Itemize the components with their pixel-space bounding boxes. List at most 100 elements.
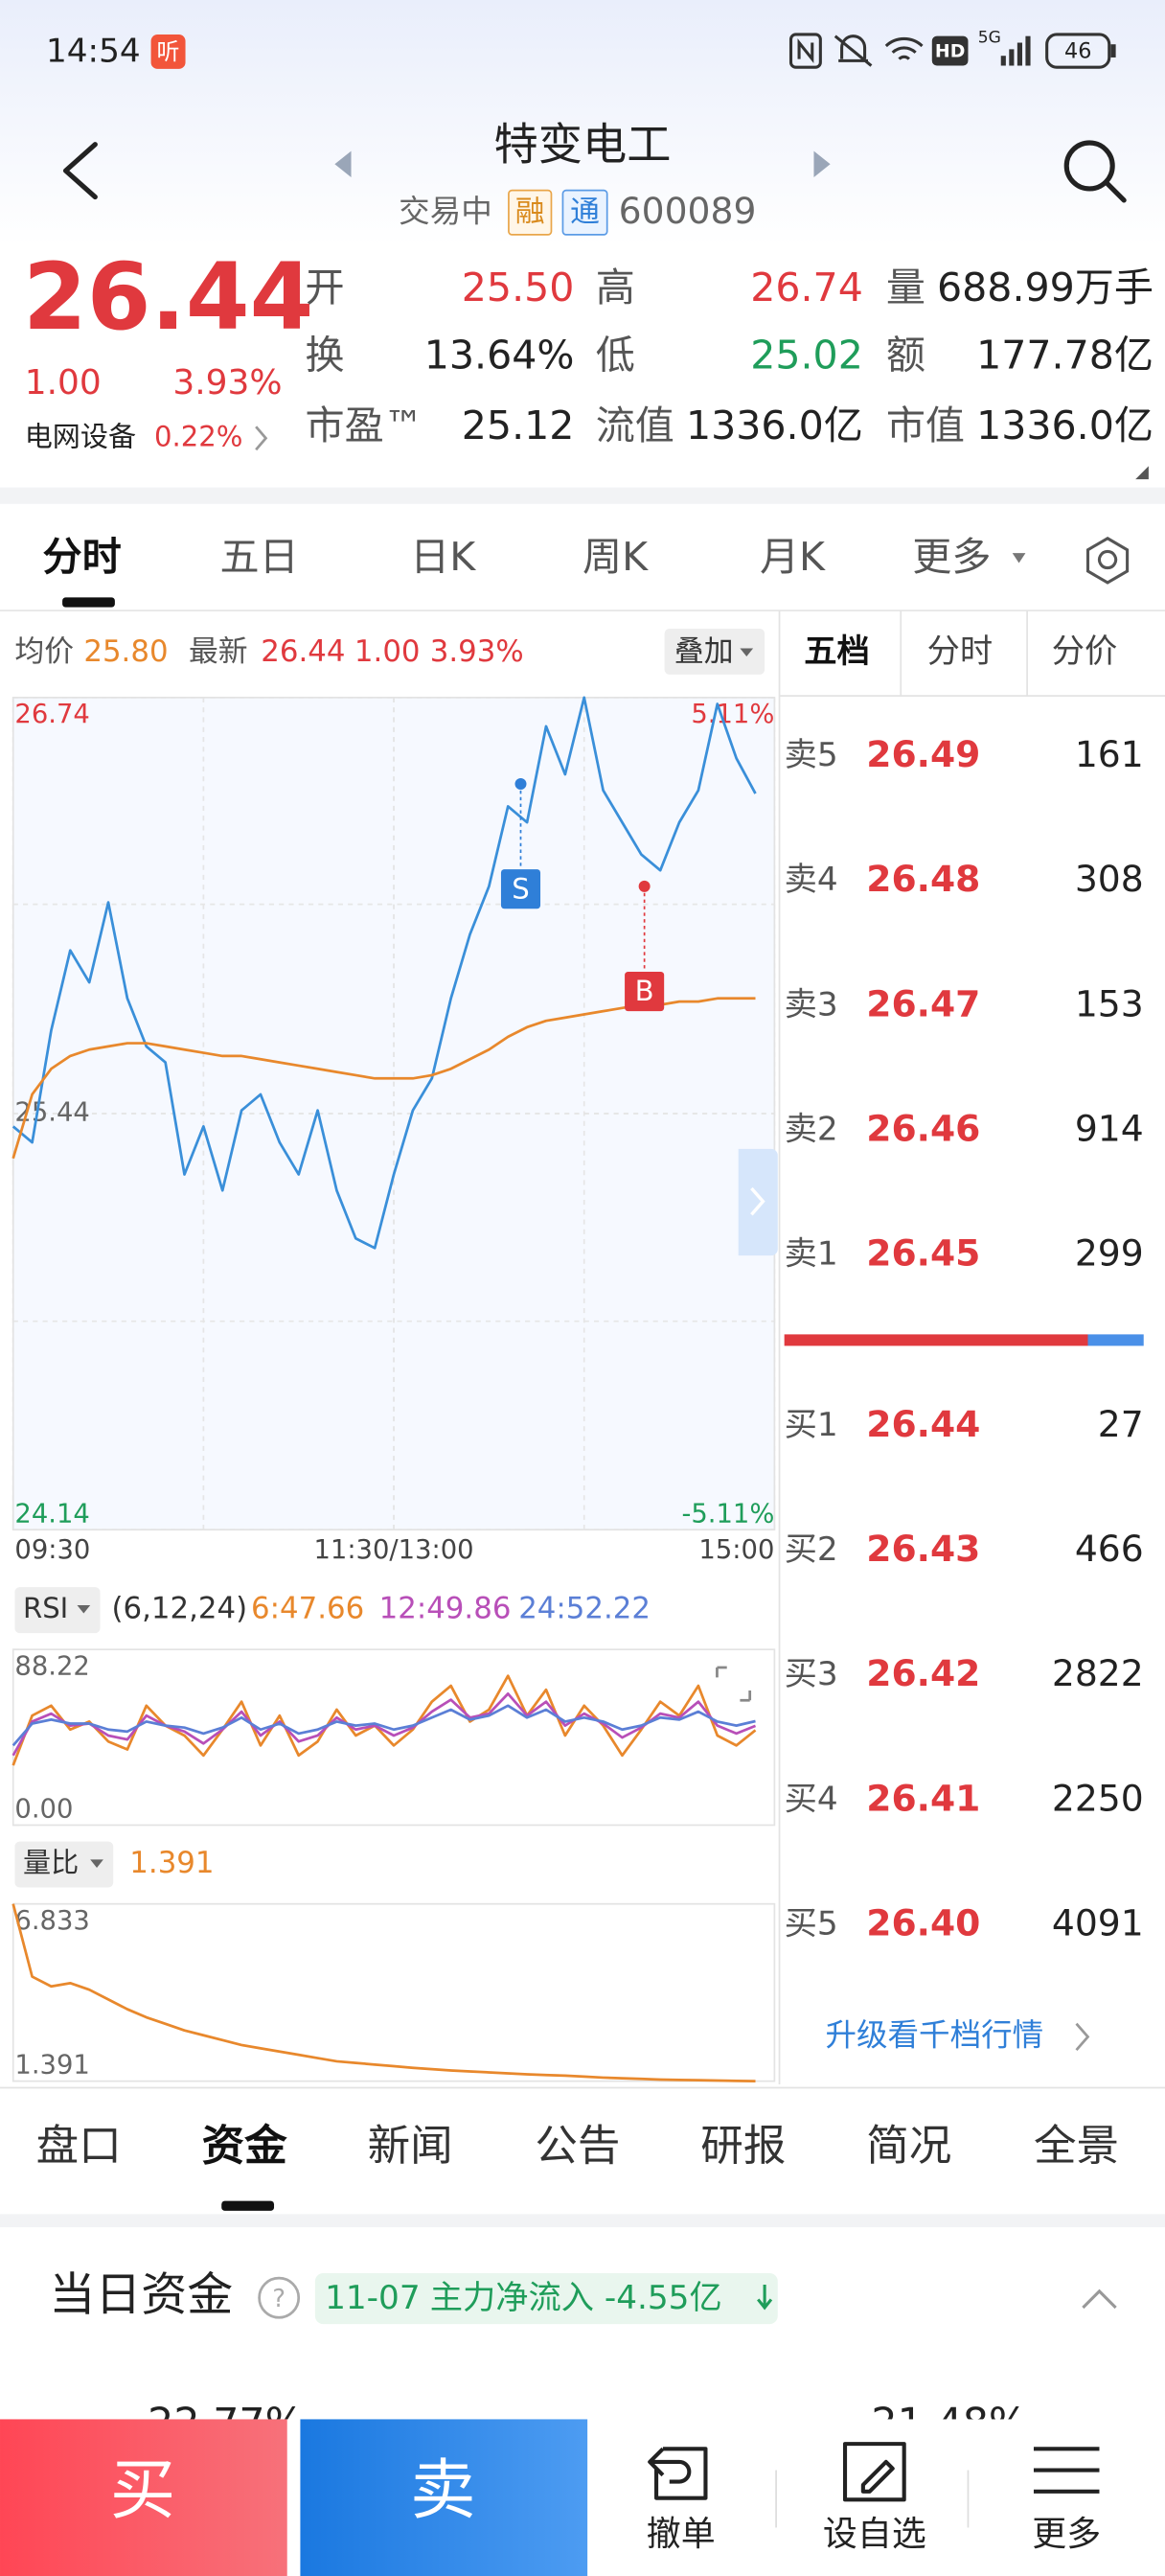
period-tab[interactable]: 五日 [220, 534, 299, 580]
buy-button[interactable] [0, 2419, 287, 2576]
period-tab[interactable]: 月K [760, 534, 826, 580]
expand-icon[interactable] [716, 1666, 752, 1702]
back-button[interactable] [62, 142, 98, 200]
period-tab[interactable]: 日K [410, 534, 476, 580]
hd-text: HD [935, 41, 965, 61]
signal-bar [1009, 49, 1015, 66]
annotation-box [500, 869, 541, 909]
search-button[interactable] [1063, 140, 1127, 203]
sell-text: 卖 [410, 2452, 476, 2529]
stat-label: 额 [886, 332, 925, 378]
book-tab[interactable]: 五档 [804, 632, 870, 671]
battery-icon [1045, 33, 1111, 69]
book-label: 卖3 [785, 985, 838, 1024]
series-readout: 12:49.86 [379, 1592, 512, 1626]
book-price: 26.47 [866, 982, 980, 1024]
more-icon[interactable] [1033, 2447, 1100, 2494]
overlay-button[interactable] [664, 628, 765, 675]
book-tab[interactable]: 分价 [1052, 632, 1118, 671]
collapse-tab[interactable] [738, 1148, 778, 1256]
avg-label: 均价 [14, 634, 74, 669]
period-tab[interactable]: 更多 [912, 534, 991, 580]
battery-text: 46 [1064, 38, 1091, 63]
book-price: 26.42 [866, 1652, 980, 1694]
book-volume: 914 [1075, 1108, 1144, 1150]
help-icon[interactable] [258, 2276, 301, 2319]
book-price: 26.41 [866, 1777, 980, 1819]
annotation-text: B [635, 975, 654, 1007]
y-tick-label: 26.74 [14, 700, 89, 729]
fund-date: 11-07 [325, 2279, 421, 2317]
stock-title: 特变电工 [494, 119, 672, 171]
tag: 融 [515, 195, 545, 229]
section-tab[interactable]: 全景 [1034, 2122, 1119, 2171]
section-tab[interactable]: 盘口 [36, 2122, 122, 2171]
series-readout: 6:47.66 [251, 1592, 364, 1626]
y-tick-label: 0.00 [14, 1795, 73, 1825]
book-price: 26.46 [866, 1108, 980, 1150]
prev-stock[interactable] [334, 150, 352, 177]
fund-title: 当日资金 [49, 2268, 233, 2322]
latest-change: 1.00 [354, 634, 421, 669]
period-tab[interactable]: 周K [582, 534, 649, 580]
period-tab[interactable]: 分时 [43, 534, 122, 580]
price-change: 1.00 [25, 363, 102, 402]
next-stock[interactable] [813, 150, 831, 177]
ratio-selector[interactable] [14, 1841, 114, 1888]
section-tab[interactable]: 新闻 [368, 2122, 453, 2171]
upgrade-link[interactable]: 升级看千档行情 [825, 2016, 1043, 2053]
collapse-caret[interactable] [1082, 2288, 1117, 2310]
sector-chevron[interactable] [255, 426, 268, 451]
stat-value: 1336.0亿 [686, 402, 863, 448]
book-volume: 27 [1098, 1403, 1144, 1445]
book-price: 26.49 [866, 733, 980, 775]
y2-tick-label: -5.11% [681, 1499, 774, 1529]
wifi-icon [884, 36, 924, 60]
book-tab[interactable]: 分时 [927, 632, 994, 671]
status-badge-bg [150, 34, 186, 69]
sell-button[interactable] [300, 2419, 588, 2576]
battery-tip [1110, 44, 1116, 58]
rsi-title: RSI [23, 1592, 68, 1624]
section-tab[interactable]: 研报 [700, 2122, 786, 2171]
book-label: 卖4 [785, 861, 838, 899]
stat-value: 13.64% [424, 332, 575, 378]
tag: 通 [570, 195, 600, 229]
stat-label: 开 [306, 264, 345, 310]
ratio-bar-red [784, 1334, 1088, 1346]
tag-box [508, 189, 553, 236]
rsi-selector[interactable] [14, 1587, 101, 1634]
stat-value: 688.99万手 [937, 264, 1154, 310]
stat-label: 高 [596, 264, 635, 310]
latest-change-pct: 3.93% [430, 634, 524, 669]
cancel-icon[interactable] [648, 2447, 708, 2500]
book-volume: 161 [1075, 733, 1144, 775]
cancel-text: 撤单 [647, 2515, 716, 2554]
stat-label: 量 [886, 264, 925, 310]
section-tab[interactable]: 公告 [535, 2122, 620, 2171]
section-tab[interactable]: 简况 [866, 2122, 951, 2171]
search-circle [1063, 140, 1115, 192]
watch-icon[interactable] [842, 2442, 906, 2502]
network-text: 5G [978, 28, 1001, 47]
section-tab[interactable]: 资金 [202, 2122, 288, 2171]
divider [0, 2214, 1165, 2228]
x-tick-label: 11:30/13:00 [313, 1535, 473, 1565]
book-volume: 4091 [1052, 1901, 1144, 1944]
avg-value: 25.80 [83, 634, 168, 669]
watch-text: 设自选 [823, 2515, 926, 2554]
active-tab-underline [62, 597, 115, 608]
y-tick-label: 24.14 [14, 1499, 89, 1529]
settings-icon[interactable] [1085, 536, 1130, 585]
expand-corner[interactable] [1135, 466, 1149, 480]
signal-icon [1000, 35, 1031, 66]
book-price: 26.43 [866, 1528, 980, 1570]
signal-bar [1000, 56, 1006, 66]
latest-label: 最新 [189, 634, 248, 669]
signal-bar [1017, 42, 1022, 66]
more-caret [1012, 553, 1026, 564]
price-change-pct: 3.93% [172, 363, 282, 402]
ratio-title: 量比 [23, 1847, 79, 1879]
x-tick-label: 09:30 [14, 1535, 90, 1565]
